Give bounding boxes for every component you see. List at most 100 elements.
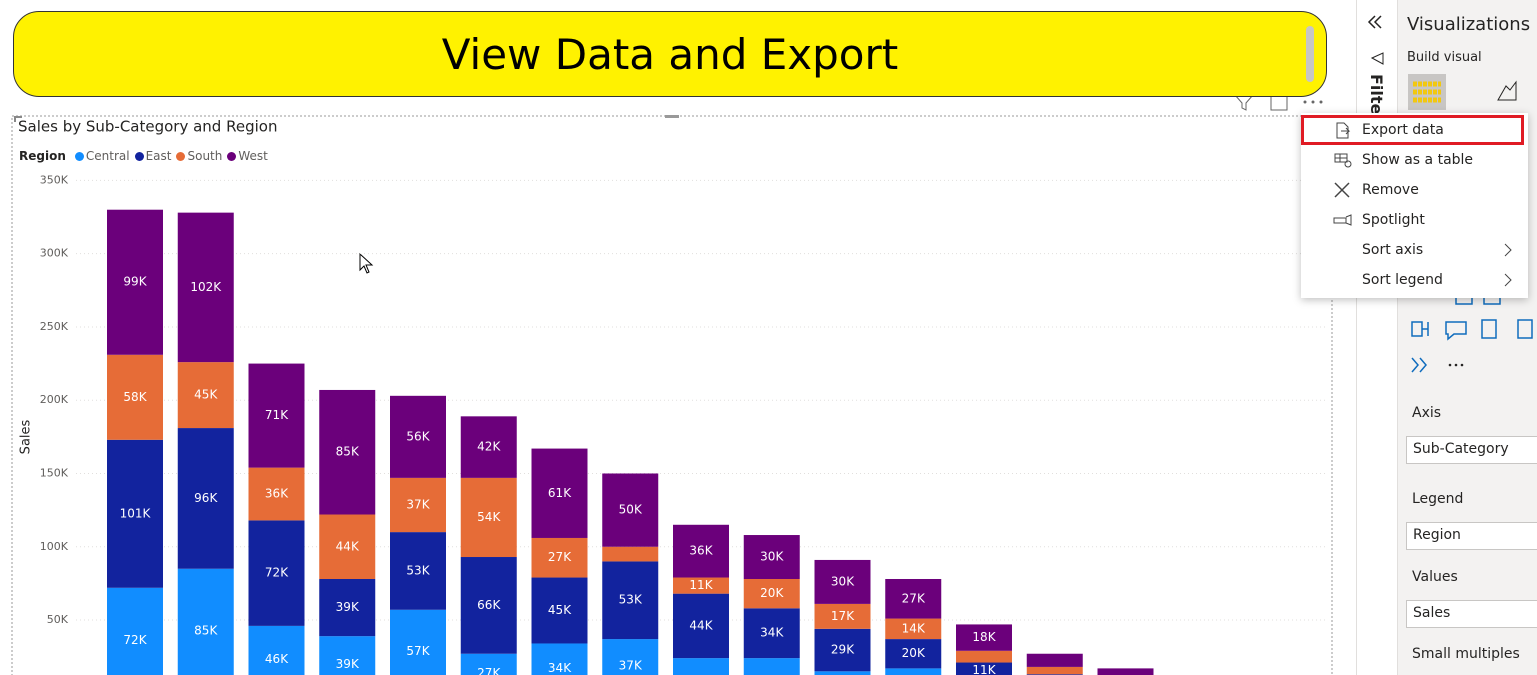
bar-segment — [814, 628, 871, 672]
bar-segment — [814, 559, 871, 604]
legend-item: Central — [74, 149, 130, 163]
data-label: 36K — [689, 544, 713, 558]
data-label: 34K — [760, 626, 784, 640]
menu-item[interactable]: Sort axis — [1301, 235, 1528, 265]
legend-label: West — [238, 149, 268, 163]
bar-segment — [673, 593, 729, 659]
data-label: 96K — [194, 491, 218, 505]
data-label: 11K — [689, 578, 713, 592]
bar-segment — [177, 212, 234, 363]
pane-subtitle: Build visual — [1407, 50, 1482, 65]
y-axis-label: Sales — [19, 419, 34, 454]
bar-segment — [248, 520, 305, 626]
bar-segment — [177, 428, 234, 569]
bar-segment — [673, 524, 729, 578]
data-label: 17K — [831, 609, 855, 623]
data-label: 57K — [406, 644, 430, 658]
menu-label[interactable]: Spotlight — [1362, 212, 1425, 228]
menu-label[interactable]: Sort axis — [1362, 242, 1424, 258]
well-label: Values — [1412, 569, 1458, 585]
menu-item[interactable]: Show as a table — [1301, 145, 1528, 175]
bar-segment — [602, 561, 659, 640]
bar-segment — [319, 578, 376, 637]
bar-segment — [460, 477, 517, 558]
bar-segment — [107, 587, 163, 675]
collapse-icon[interactable] — [1365, 10, 1397, 50]
data-label: 30K — [831, 574, 855, 588]
data-label: 53K — [406, 563, 430, 577]
banner-title: View Data and Export — [441, 29, 899, 79]
data-label: 36K — [265, 487, 289, 501]
data-label: 72K — [265, 566, 289, 580]
y-tick-label: 150K — [40, 466, 69, 479]
data-label: 29K — [831, 643, 855, 657]
menu-item[interactable]: Sort legend — [1301, 265, 1528, 295]
bar-segment — [390, 477, 446, 533]
filter-icon[interactable] — [1233, 94, 1255, 111]
menu-item[interactable]: Remove — [1301, 175, 1528, 205]
data-label: 58K — [123, 390, 147, 404]
data-label: 56K — [406, 429, 430, 443]
data-label: 85K — [336, 445, 360, 459]
bar-segment — [602, 473, 659, 547]
menu-label[interactable]: Export data — [1362, 122, 1444, 138]
more-options[interactable] — [1303, 100, 1323, 104]
data-label: 20K — [760, 586, 784, 600]
icon — [1336, 122, 1351, 139]
data-label: 39K — [336, 600, 360, 614]
bar-segment — [673, 577, 729, 594]
menu-label[interactable]: Remove — [1362, 182, 1419, 198]
filter-pane-icon — [1370, 52, 1384, 65]
legend-item: South — [176, 149, 222, 163]
menu-label[interactable]: Show as a table — [1362, 152, 1474, 168]
chevron — [1504, 273, 1512, 287]
data-label: 44K — [336, 539, 360, 553]
well-field[interactable]: Sub-Category — [1406, 436, 1537, 464]
legend-dot — [74, 152, 84, 161]
bar-segment — [885, 618, 942, 640]
bar-segment — [460, 416, 517, 478]
well-label: Small multiples — [1412, 646, 1520, 662]
resize-handle — [665, 115, 679, 118]
visualizations-pane: Visualizations Build visual Axis Sub-Cate… — [1397, 0, 1537, 675]
data-label: 101K — [120, 506, 152, 520]
data-label: 61K — [548, 486, 572, 500]
scrollbar[interactable] — [1306, 26, 1314, 82]
bar-segment — [743, 578, 800, 609]
bar-segment — [531, 577, 588, 644]
visual-icons[interactable] — [1398, 0, 1537, 390]
menu-item[interactable]: Spotlight — [1301, 205, 1528, 235]
bar-segment — [814, 603, 871, 629]
y-tick-label: 350K — [40, 173, 69, 186]
bar-segment — [107, 439, 163, 588]
data-label: 42K — [477, 440, 501, 454]
bar-segment — [460, 557, 517, 654]
y-tick-label: 250K — [40, 320, 69, 333]
chevron — [1504, 243, 1512, 257]
bar-segment — [602, 546, 659, 562]
bar-segment — [319, 389, 376, 515]
bar-segment — [885, 639, 942, 669]
data-label: 46K — [265, 652, 289, 666]
chart-title: Sales by Sub-Category and Region — [18, 118, 277, 136]
well-field[interactable]: Sales — [1406, 600, 1537, 628]
title-banner: View Data and Export — [13, 11, 1327, 97]
well-field[interactable]: Region — [1406, 522, 1537, 550]
data-label: 37K — [406, 497, 430, 511]
data-label: 20K — [902, 646, 926, 660]
bar-segment — [319, 636, 376, 675]
menu-item[interactable]: Export data — [1301, 115, 1528, 145]
menu-label[interactable]: Sort legend — [1362, 272, 1443, 288]
chart: Sales by Sub-Category and Region Sales 5… — [11, 93, 1333, 675]
legend-label: East — [145, 149, 172, 163]
bar-segment — [460, 653, 517, 675]
data-label: 37K — [619, 659, 643, 673]
bar-segment — [743, 535, 800, 579]
y-tick-label: 200K — [40, 393, 69, 406]
legend-dot — [227, 152, 237, 161]
data-label: 99K — [123, 275, 147, 289]
filters-pane[interactable]: Filters — [1356, 0, 1397, 675]
bar-segment — [1026, 666, 1083, 675]
icon — [1334, 153, 1352, 168]
data-label: 71K — [265, 408, 289, 422]
